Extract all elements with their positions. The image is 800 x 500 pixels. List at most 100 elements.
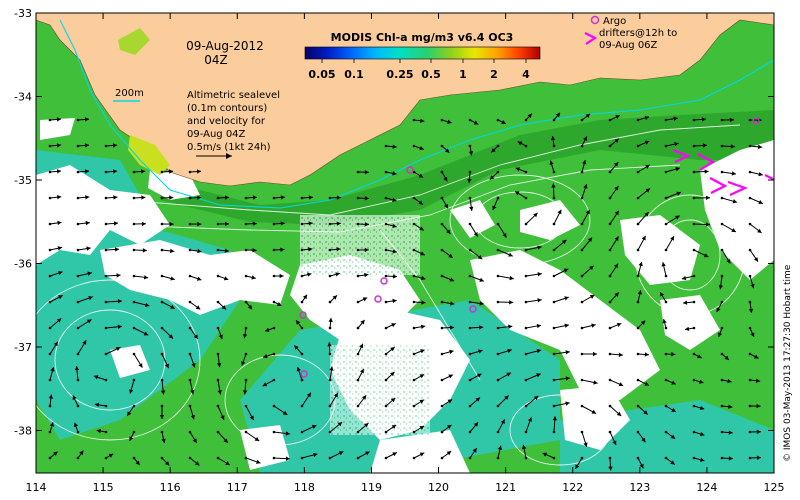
velocity-arrow-icon [48, 422, 54, 434]
velocity-arrow-icon [692, 143, 708, 148]
velocity-arrow-icon [496, 395, 509, 408]
velocity-arrow-icon [384, 323, 396, 330]
velocity-arrow-icon [440, 118, 452, 124]
velocity-arrow-icon [188, 430, 198, 444]
velocity-arrow-icon [216, 352, 222, 368]
velocity-arrow-icon [72, 395, 80, 408]
velocity-arrow-icon [748, 403, 761, 409]
velocity-arrow-icon [524, 373, 541, 382]
velocity-arrow-icon [356, 247, 369, 253]
velocity-arrow-icon [104, 169, 118, 174]
altimetry-note-line: 0.5m/s (1kt 24h) [187, 142, 271, 153]
velocity-arrow-icon [216, 274, 229, 281]
velocity-arrow-icon [720, 456, 733, 461]
velocity-arrow-icon [748, 326, 755, 338]
velocity-arrow-icon [160, 352, 170, 369]
velocity-arrow-icon [160, 248, 175, 254]
velocity-arrow-icon [496, 300, 514, 305]
velocity-arrow-icon [126, 404, 136, 417]
velocity-arrow-icon [468, 421, 479, 434]
altimetry-note-line: and velocity for [187, 116, 266, 127]
velocity-arrow-icon [440, 399, 453, 408]
velocity-arrow-icon [328, 317, 333, 330]
velocity-arrow-icon [496, 348, 512, 356]
velocity-arrow-icon [720, 378, 732, 384]
velocity-arrow-icon [48, 117, 62, 122]
lon-tick-label: 118 [294, 481, 315, 494]
velocity-arrow-icon [748, 248, 759, 262]
velocity-arrow-icon [440, 349, 454, 356]
velocity-arrow-icon [188, 248, 202, 254]
velocity-arrow-icon [718, 326, 724, 338]
drifter-marker-circle-icon [299, 311, 307, 319]
velocity-arrow-icon [748, 222, 762, 234]
velocity-arrow-icon [440, 300, 455, 306]
velocity-arrow-icon [492, 196, 500, 211]
drifter-legend-arrowhead-icon [584, 32, 598, 45]
velocity-arrow-icon [552, 112, 561, 122]
altimetry-note: Altimetric sealevel (0.1m contours) and … [187, 90, 280, 159]
velocity-arrow-icon [580, 430, 588, 448]
velocity-arrow-icon [76, 319, 92, 330]
drifter-marker-circle-icon [752, 117, 760, 125]
velocity-arrow-icon [580, 113, 591, 122]
lat-tick-label: -38 [14, 425, 32, 438]
velocity-arrow-icon [549, 160, 556, 174]
velocity-arrow-icon [524, 417, 533, 434]
velocity-arrow-icon [272, 456, 291, 461]
velocity-arrow-icon [104, 324, 122, 330]
velocity-arrow-icon [132, 248, 147, 253]
velocity-arrow-icon [244, 221, 257, 226]
velocity-arrow-icon [132, 221, 146, 227]
velocity-arrow-icon [748, 144, 763, 150]
velocity-arrow-icon [440, 274, 455, 282]
velocity-arrow-icon [384, 248, 398, 254]
velocity-arrow-icon [496, 445, 503, 460]
velocity-arrow-icon [384, 196, 397, 202]
velocity-arrow-icon [552, 268, 569, 278]
velocity-arrow-icon [720, 196, 738, 204]
velocity-arrow-icon [681, 274, 696, 281]
velocity-arrow-icon [132, 300, 150, 308]
velocity-arrow-icon [244, 248, 257, 253]
velocity-arrow-icon [216, 456, 231, 466]
velocity-arrow-icon [356, 422, 369, 434]
colorbar: MODIS Chl-a mg/m3 v6.4 OC3 0.05 0.1 0.25 0.… [304, 31, 541, 81]
velocity-arrow-icon [468, 349, 483, 356]
map-plot-area [36, 13, 774, 473]
velocity-arrow-icon [468, 118, 479, 125]
velocity-arrow-icon [327, 342, 332, 356]
velocity-arrow-icon [692, 169, 709, 174]
velocity-arrow-icon [552, 376, 570, 382]
velocity-arrow-icon [412, 274, 426, 281]
velocity-arrow-icon [468, 300, 484, 306]
velocity-arrow-icon [104, 299, 122, 304]
velocity-arrow-icon [300, 272, 312, 278]
colorbar-tick-label: 0.5 [421, 68, 441, 81]
velocity-arrow-icon [496, 118, 507, 125]
colorbar-tick-label: 0.05 [308, 68, 335, 81]
velocity-arrow-icon [188, 221, 202, 227]
coastal-chl-band [160, 110, 774, 225]
velocity-arrow-icon [440, 196, 449, 209]
velocity-arrow-icon [440, 450, 452, 460]
velocity-arrow-icon [580, 136, 588, 148]
velocity-arrow-icon [48, 270, 63, 278]
velocity-arrow-icon [496, 222, 507, 238]
velocity-arrow-icon [300, 392, 312, 408]
velocity-arrow-icon [574, 456, 584, 470]
velocity-arrow-icon [412, 196, 424, 206]
velocity-arrow-icon [636, 430, 646, 443]
velocity-arrow-icon [636, 235, 646, 252]
velocity-arrow-icon [412, 399, 425, 408]
velocity-arrow-icon [328, 221, 341, 226]
velocity-arrow-icon [608, 161, 619, 174]
velocity-arrow-icon [608, 352, 624, 357]
velocity-arrow-icon [188, 378, 195, 395]
velocity-arrow-icon [515, 167, 528, 174]
velocity-arrow-icon [580, 159, 587, 174]
velocity-arrow-icon [748, 352, 759, 359]
velocity-arrow-icon [188, 195, 202, 200]
velocity-arrow-icon [300, 452, 318, 460]
